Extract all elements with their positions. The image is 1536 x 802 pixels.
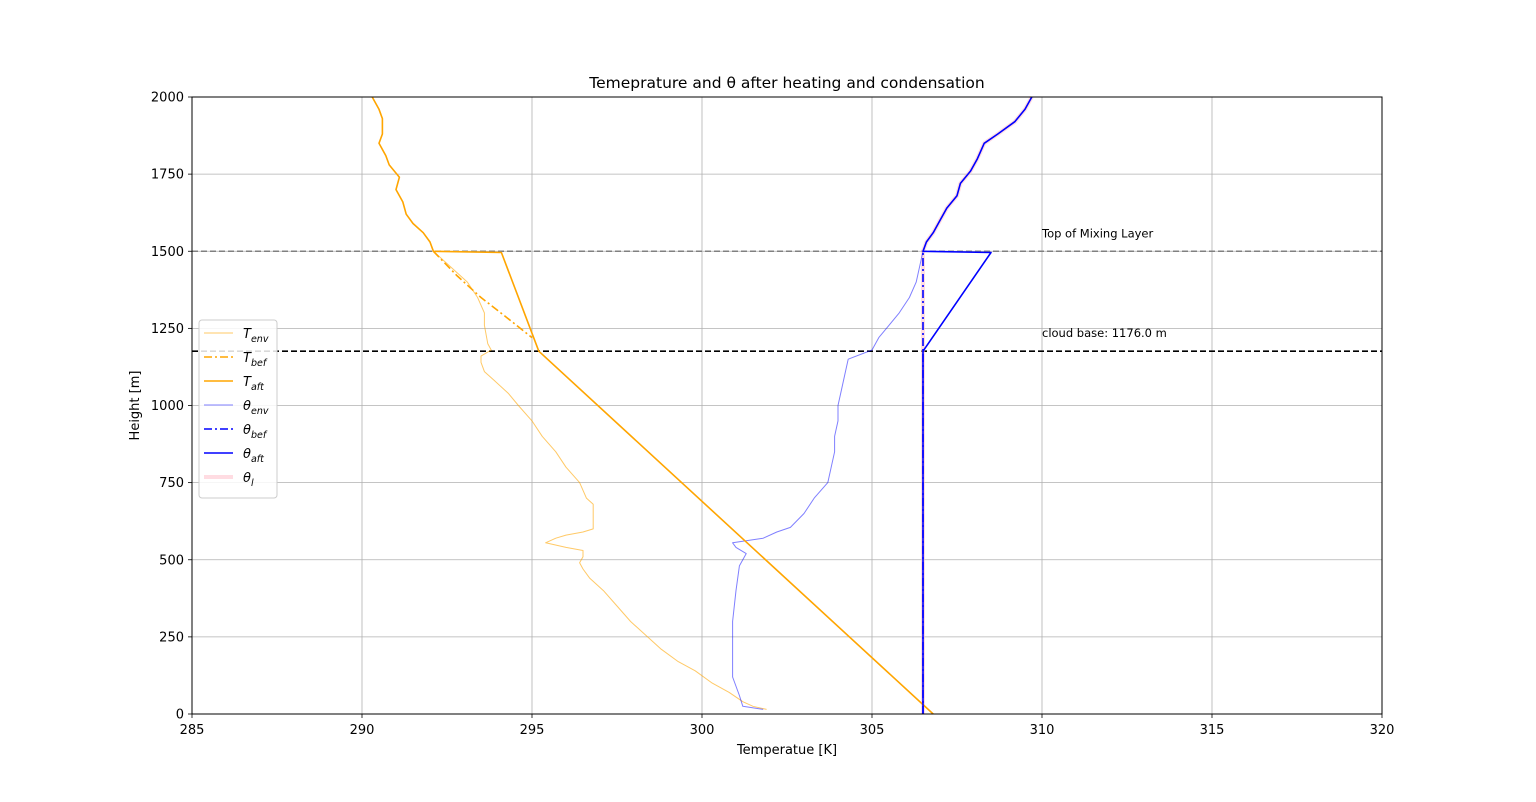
- legend-label-sub: bef: [251, 358, 268, 369]
- y-tick-label: 2000: [151, 91, 184, 106]
- x-tick-label: 290: [350, 723, 375, 738]
- cloud-base-label: cloud base: 1176.0 m: [1042, 326, 1167, 340]
- annotations: Top of Mixing Layer cloud base: 1176.0 m: [1041, 226, 1167, 340]
- series-line-t-env: [371, 96, 767, 710]
- y-tick-label: 500: [159, 553, 184, 568]
- x-tick-label: 320: [1370, 723, 1395, 738]
- legend-label-main: θ: [243, 447, 251, 462]
- x-tick-label: 305: [860, 723, 885, 738]
- x-axis-label: Temperatue [K]: [736, 743, 837, 758]
- legend-label-t-bef: Tbef: [243, 351, 268, 369]
- reference-lines: [192, 250, 1382, 353]
- top-of-mixing-layer-label: Top of Mixing Layer: [1041, 226, 1153, 240]
- legend-label-sub: bef: [251, 430, 268, 441]
- legend-label-main: θ: [243, 399, 251, 414]
- legend-label-sub: l: [251, 478, 254, 489]
- series-layer: [371, 96, 1034, 715]
- x-tick-label: 285: [180, 723, 205, 738]
- x-tick-label: 315: [1200, 723, 1225, 738]
- chart-title-text: Temeprature and θ after heating and cond…: [588, 74, 984, 92]
- legend-label-sub: env: [251, 406, 269, 417]
- series-line-t-aft: [371, 96, 934, 715]
- legend-label-main: T: [243, 327, 252, 342]
- legend-label-main: T: [243, 375, 252, 390]
- chart-title: Temeprature and θ after heating and cond…: [588, 74, 984, 92]
- y-tick-label: 250: [159, 630, 184, 645]
- axis-ticks: 285 290 295 300 305 310 315 320 0 250 500 750 1000 12…: [151, 91, 1395, 739]
- legend-label-theta-env: θenv: [243, 399, 269, 417]
- legend-label-theta-aft: θaft: [243, 447, 265, 465]
- series-line-theta-env: [732, 96, 1033, 710]
- x-tick-label: 310: [1030, 723, 1055, 738]
- y-axis-label: Height [m]: [128, 371, 143, 441]
- y-tick-label: 1250: [151, 322, 184, 337]
- series-line-t-bef: [432, 250, 533, 339]
- legend-label-sub: aft: [251, 454, 265, 465]
- y-tick-label: 0: [176, 708, 184, 723]
- y-tick-label: 1000: [151, 399, 184, 414]
- x-tick-label: 295: [520, 723, 545, 738]
- legend-label-sub: aft: [251, 382, 265, 393]
- grid-lines: [191, 96, 1383, 715]
- y-tick-label: 1750: [151, 168, 184, 183]
- legend-label-t-env: Tenv: [243, 327, 269, 345]
- legend-label-main: T: [243, 351, 252, 366]
- y-tick-label: 1500: [151, 245, 184, 260]
- legend-label-theta-l: θl: [243, 471, 254, 489]
- y-tick-label: 750: [159, 476, 184, 491]
- series-line-theta-aft: [922, 96, 1033, 714]
- legend-label-t-aft: Taft: [243, 375, 265, 393]
- legend-label-theta-bef: θbef: [243, 423, 268, 441]
- legend-label-sub: env: [251, 334, 269, 345]
- legend-label-main: θ: [243, 471, 251, 486]
- x-tick-label: 300: [690, 723, 715, 738]
- legend-label-main: θ: [243, 423, 251, 438]
